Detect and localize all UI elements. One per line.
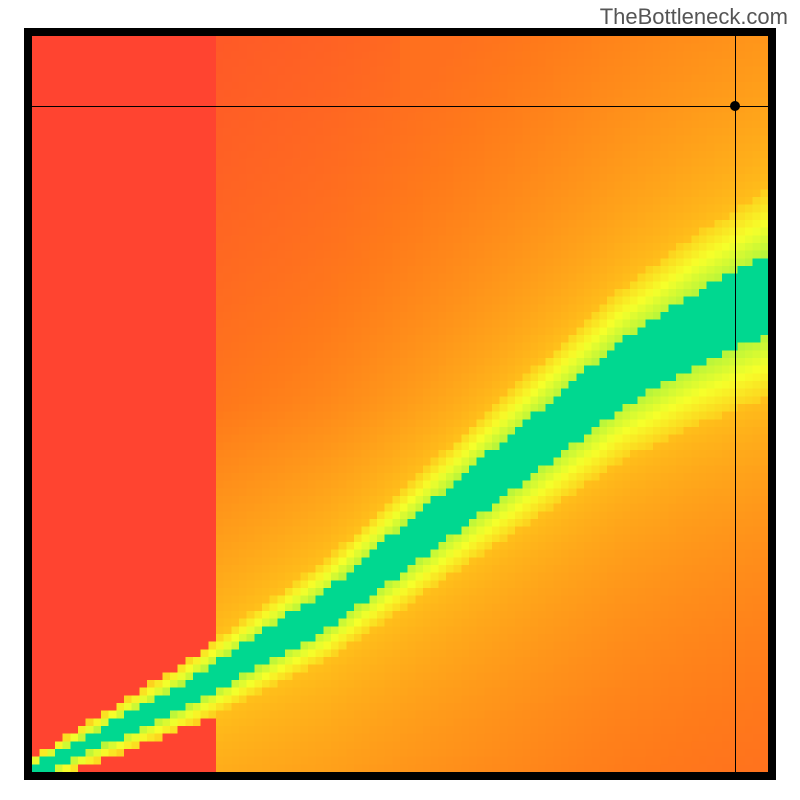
heatmap-canvas	[32, 36, 768, 772]
bottleneck-heatmap-chart	[24, 28, 776, 780]
crosshair-marker-dot	[730, 101, 740, 111]
crosshair-vertical-line	[735, 36, 736, 772]
crosshair-horizontal-line	[32, 106, 768, 107]
chart-plot-area	[32, 36, 768, 772]
watermark-text: TheBottleneck.com	[600, 4, 788, 30]
